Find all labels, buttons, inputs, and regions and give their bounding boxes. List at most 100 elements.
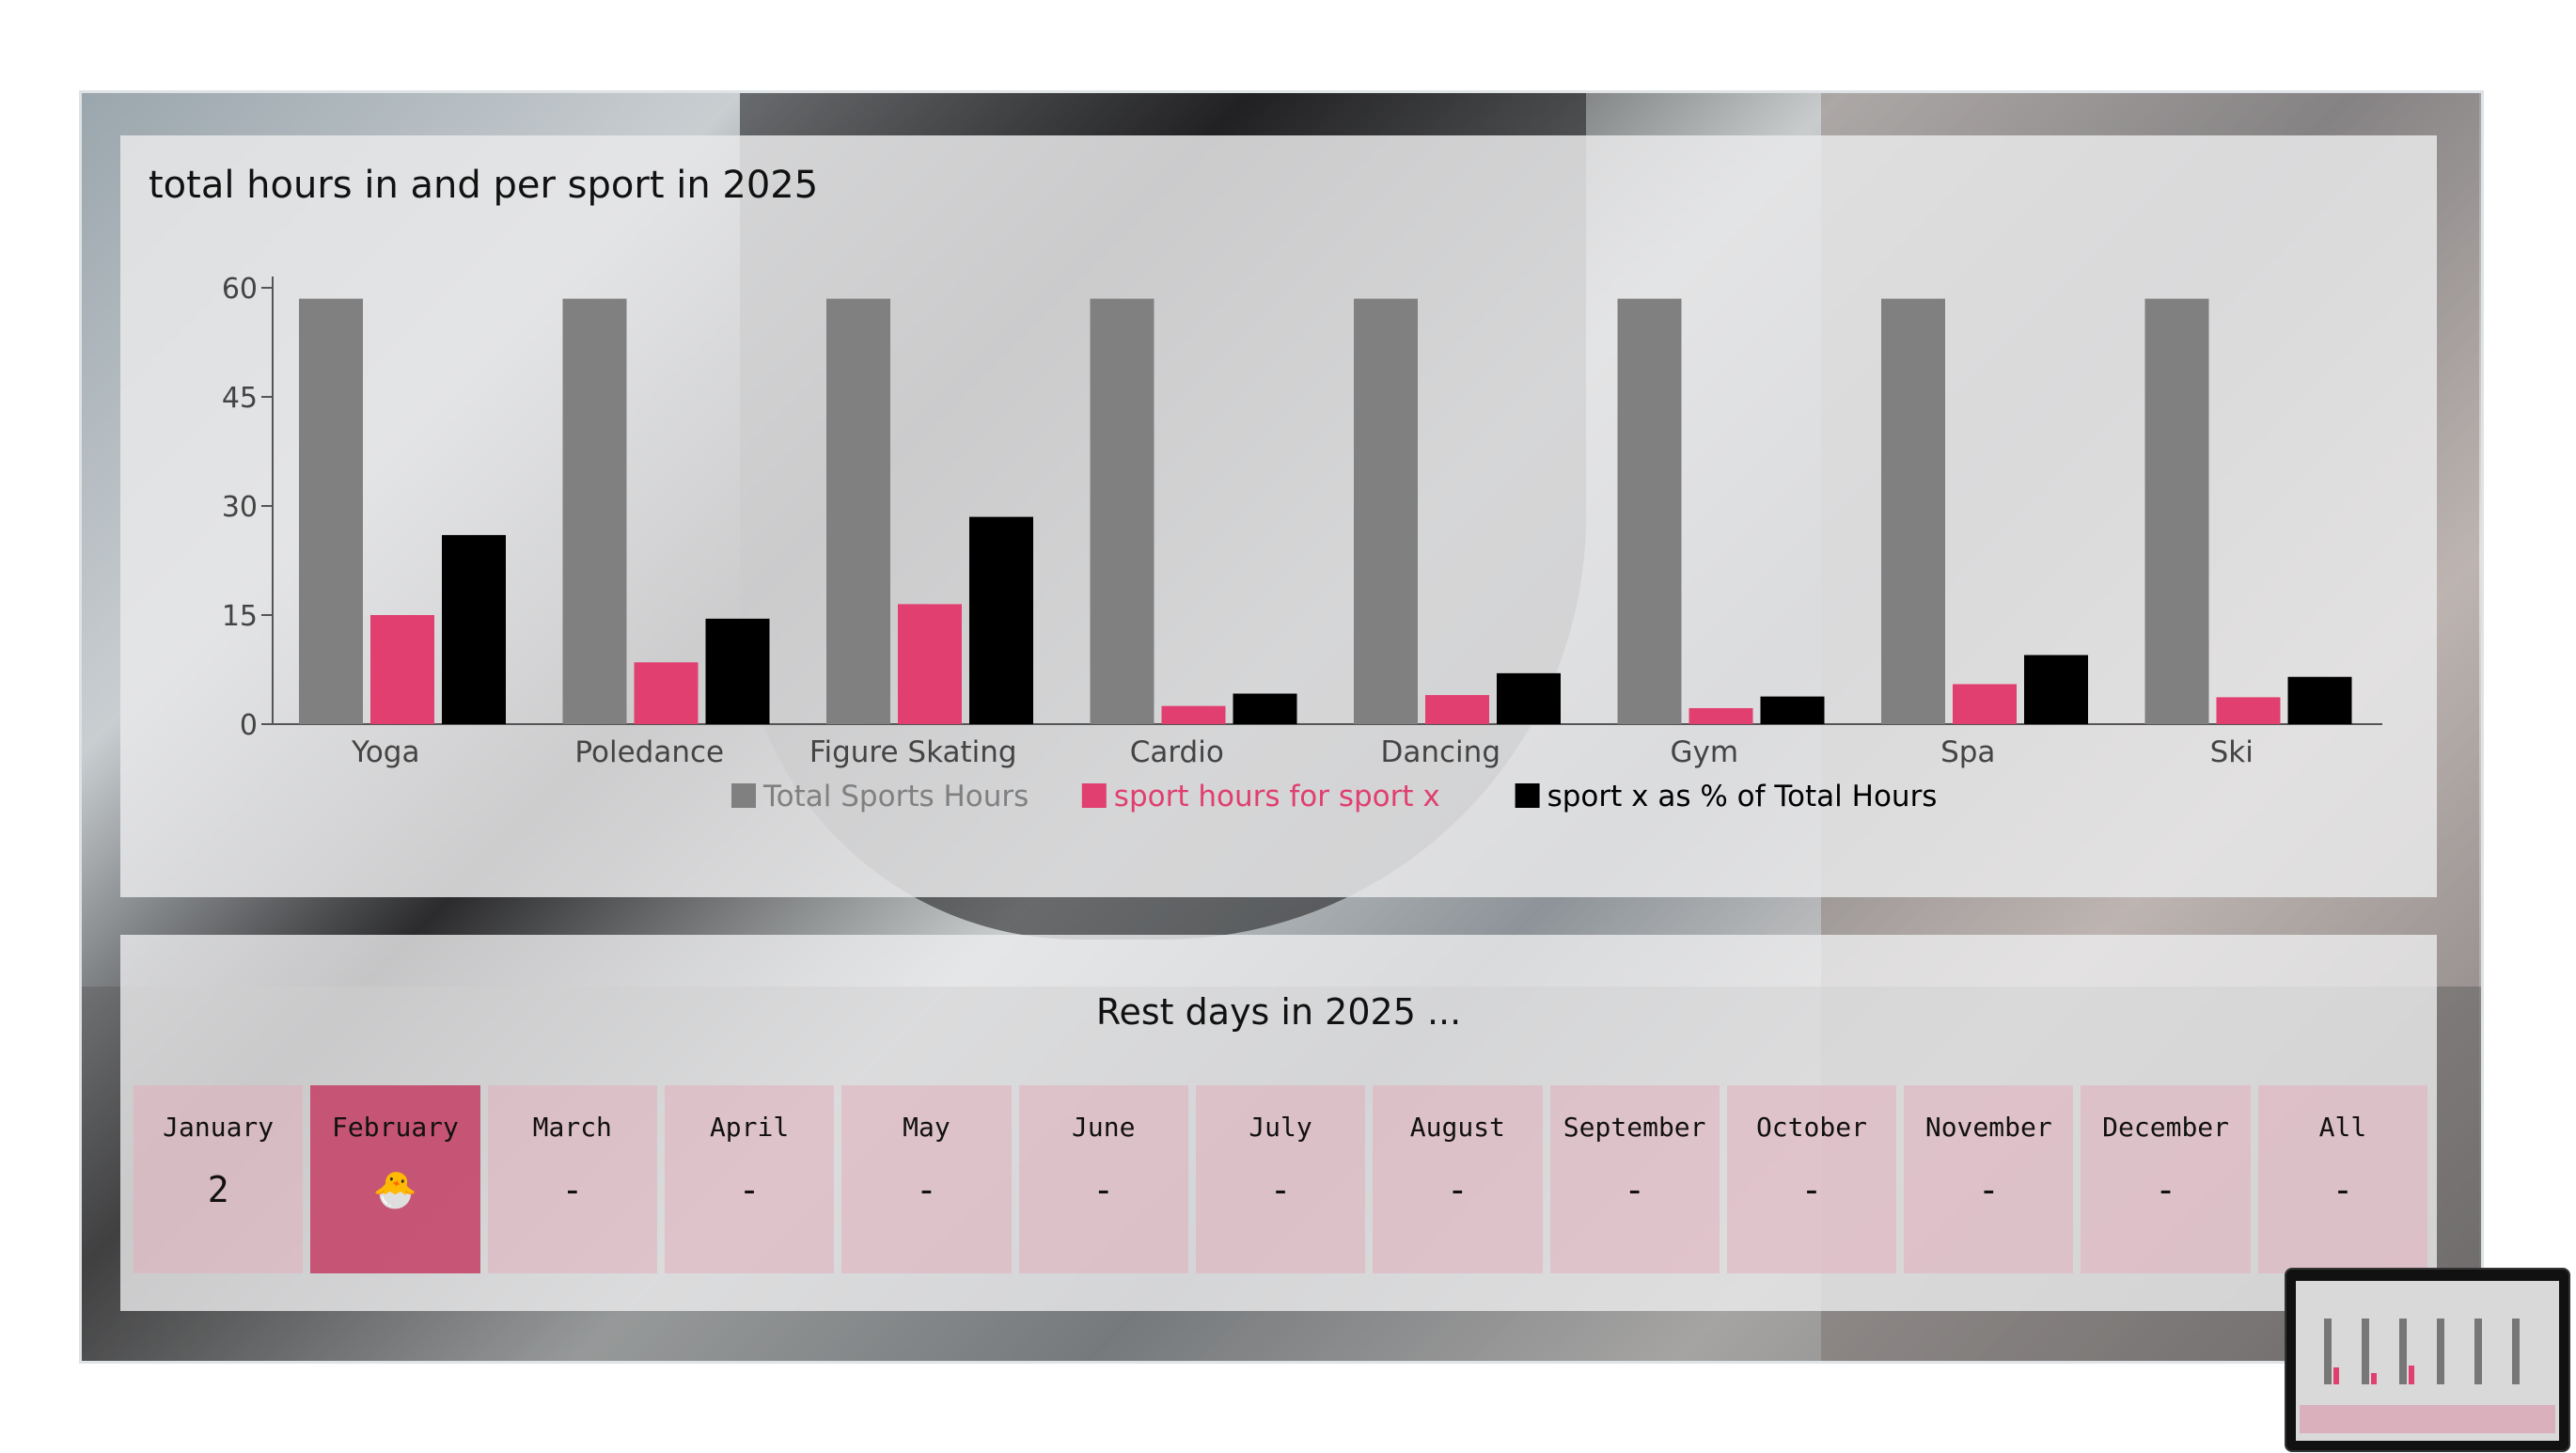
- legend-swatch: [1515, 783, 1540, 808]
- month-name: October: [1755, 1112, 1867, 1143]
- x-tick-label: Dancing: [1381, 735, 1501, 769]
- month-name: November: [1924, 1112, 2052, 1143]
- bar-sport-percent: [442, 534, 506, 724]
- rest-days-title: Rest days in 2025 ...: [1095, 991, 1462, 1033]
- bar-total-hours: [1354, 298, 1418, 724]
- bar-sport-hours: [1689, 707, 1753, 724]
- legend-swatch: [1081, 783, 1107, 808]
- rest-day-count: -: [1977, 1169, 2000, 1210]
- month-cell-june[interactable]: June -: [1018, 1085, 1188, 1273]
- month-name: April: [709, 1112, 790, 1143]
- month-cell-february[interactable]: February 🐣: [310, 1085, 480, 1273]
- thumbnail-bar: [2371, 1373, 2377, 1384]
- x-tick-label: Ski: [2210, 735, 2254, 769]
- month-name: February: [332, 1112, 459, 1143]
- bar-sport-hours: [1161, 705, 1226, 724]
- thumbnail-bar: [2474, 1319, 2482, 1384]
- month-cell-november[interactable]: November -: [1904, 1085, 2074, 1273]
- x-tick-label: Cardio: [1130, 735, 1224, 769]
- thumbnail-bar: [2333, 1367, 2339, 1384]
- chart-title: total hours in and per sport in 2025: [149, 164, 819, 207]
- month-cell-march[interactable]: March -: [487, 1085, 657, 1273]
- bar-sport-percent: [1233, 693, 1297, 724]
- rest-day-count: -: [1446, 1169, 1469, 1210]
- thumbnail-month-row: [2300, 1405, 2555, 1433]
- month-cell-august[interactable]: August -: [1373, 1085, 1543, 1273]
- bar-sport-hours: [1953, 684, 2017, 724]
- bar-sport-percent: [1497, 672, 1561, 724]
- screen-preview-thumbnail[interactable]: [2285, 1268, 2570, 1452]
- rest-day-count: 2: [207, 1169, 229, 1210]
- bar-total-hours: [2144, 298, 2209, 724]
- y-tick-label: 0: [240, 709, 258, 742]
- bar-sport-hours: [1425, 695, 1489, 724]
- rest-day-count: -: [2332, 1169, 2354, 1210]
- legend-entry: Total Sports Hours: [762, 780, 1029, 813]
- bar-sport-hours: [898, 604, 962, 724]
- bar-total-hours: [1090, 298, 1154, 724]
- bar-sport-percent: [705, 618, 770, 724]
- month-cell-april[interactable]: April -: [664, 1085, 835, 1273]
- legend-swatch: [731, 783, 756, 808]
- x-tick-label: Gym: [1670, 735, 1738, 769]
- bar-total-hours: [299, 298, 363, 724]
- month-cell-all[interactable]: All -: [2257, 1085, 2428, 1273]
- bar-sport-percent: [2024, 655, 2088, 724]
- y-tick-label: 60: [222, 273, 258, 306]
- thumbnail-bar: [2324, 1319, 2332, 1384]
- bar-chart: 0 15 30 45 60 Yoga Poledance Figure Skating Card…: [222, 273, 2382, 813]
- bar-total-hours: [1617, 298, 1682, 724]
- month-grid: January 2 February 🐣 March - April - May - June - Ju…: [134, 1085, 2428, 1273]
- month-cell-september[interactable]: September -: [1549, 1085, 1720, 1273]
- month-name: September: [1563, 1112, 1706, 1143]
- month-name: March: [532, 1112, 612, 1143]
- bar-total-hours: [826, 298, 890, 724]
- bar-sport-percent: [2287, 676, 2352, 724]
- month-name: January: [163, 1112, 275, 1143]
- legend-entry: sport hours for sport x: [1114, 780, 1440, 813]
- rest-day-count: -: [2155, 1169, 2177, 1210]
- month-name: All: [2318, 1112, 2367, 1143]
- thumbnail-bar: [2512, 1319, 2520, 1384]
- rest-day-count: -: [1624, 1169, 1646, 1210]
- month-cell-july[interactable]: July -: [1195, 1085, 1366, 1273]
- bar-sport-percent: [969, 516, 1033, 724]
- y-tick-label: 30: [222, 491, 258, 524]
- x-tick-label: Yoga: [351, 735, 419, 769]
- thumbnail-bar: [2362, 1319, 2369, 1384]
- month-name: July: [1249, 1112, 1312, 1143]
- rest-day-count: 🐣: [372, 1169, 418, 1210]
- thumbnail-bar: [2437, 1319, 2444, 1384]
- month-cell-may[interactable]: May -: [841, 1085, 1012, 1273]
- x-tick-label: Figure Skating: [809, 735, 1017, 769]
- bar-sport-hours: [634, 662, 699, 724]
- rest-day-count: -: [738, 1169, 761, 1210]
- thumbnail-content: [2296, 1281, 2559, 1441]
- bar-total-hours: [1881, 298, 1945, 724]
- legend-entry: sport x as % of Total Hours: [1547, 780, 1938, 813]
- rest-day-count: -: [561, 1169, 584, 1210]
- month-name: August: [1409, 1112, 1505, 1143]
- bar-sport-hours: [370, 615, 434, 724]
- chart-panel: total hours in and per sport in 2025 0 15…: [120, 135, 2437, 897]
- rest-day-count: -: [1269, 1169, 1292, 1210]
- bar-sport-hours: [2216, 697, 2281, 724]
- bar-sport-percent: [1760, 696, 1825, 724]
- month-cell-december[interactable]: December -: [2081, 1085, 2251, 1273]
- rest-day-count: -: [915, 1169, 937, 1210]
- thumbnail-bar: [2409, 1366, 2414, 1384]
- month-cell-january[interactable]: January 2: [134, 1085, 304, 1273]
- x-tick-label: Poledance: [574, 735, 724, 769]
- x-tick-label: Spa: [1940, 735, 1995, 769]
- month-name: December: [2102, 1112, 2230, 1143]
- y-tick-label: 45: [222, 382, 258, 415]
- month-name: June: [1072, 1112, 1136, 1143]
- bar-total-hours: [562, 298, 627, 724]
- rest-day-count: -: [1092, 1169, 1115, 1210]
- y-tick-label: 15: [222, 600, 258, 633]
- month-cell-october[interactable]: October -: [1726, 1085, 1897, 1273]
- month-name: May: [903, 1112, 950, 1143]
- thumbnail-bar: [2399, 1319, 2407, 1384]
- rest-days-panel: Rest days in 2025 ... January 2 February 🐣 M…: [120, 935, 2437, 1311]
- rest-day-count: -: [1800, 1169, 1823, 1210]
